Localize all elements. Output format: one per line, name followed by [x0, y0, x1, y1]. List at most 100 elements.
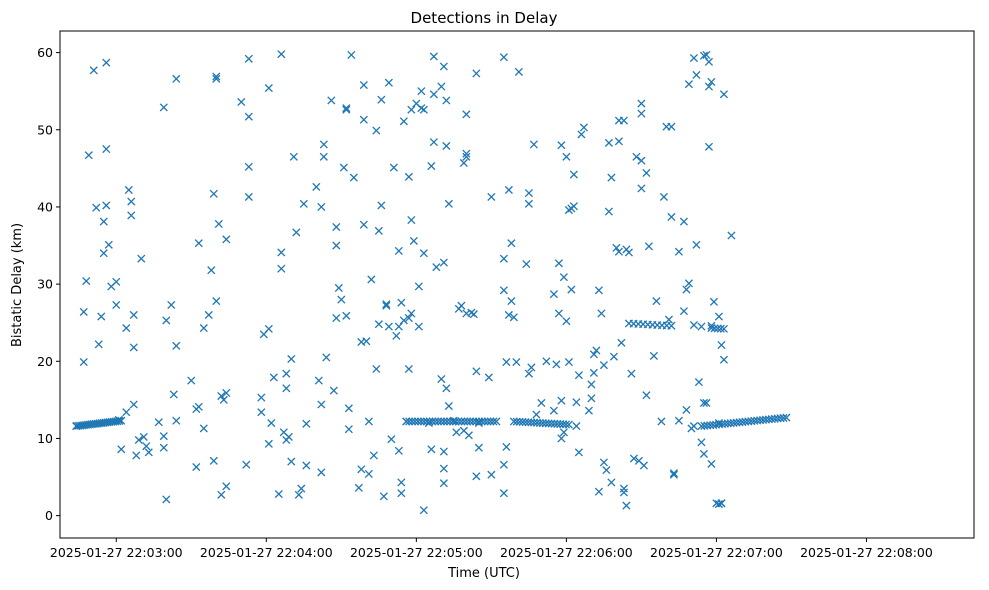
x-tick-label: 2025-01-27 22:04:00 — [200, 545, 333, 560]
data-point — [204, 310, 213, 320]
data-point — [689, 422, 698, 431]
data-point — [679, 217, 688, 226]
data-point — [124, 185, 133, 195]
data-point — [594, 286, 603, 295]
data-point — [84, 151, 93, 160]
track-point — [667, 321, 676, 330]
track-point — [489, 417, 498, 426]
data-point — [127, 211, 136, 220]
data-point — [569, 202, 578, 211]
track-point — [492, 417, 501, 426]
data-point — [372, 126, 381, 135]
data-point — [719, 355, 728, 364]
data-point — [159, 443, 168, 452]
track-point — [442, 417, 452, 426]
data-point — [194, 239, 203, 248]
data-point — [442, 141, 451, 151]
data-point — [437, 374, 446, 384]
data-point — [474, 443, 483, 452]
data-point — [599, 458, 608, 467]
data-point — [337, 295, 346, 304]
data-point — [112, 277, 121, 286]
data-point — [644, 242, 653, 251]
data-point — [599, 361, 608, 370]
data-point — [102, 145, 111, 154]
data-point — [377, 201, 386, 210]
x-tick-label: 2025-01-27 22:05:00 — [350, 545, 483, 560]
data-point — [194, 402, 203, 411]
data-point — [364, 417, 373, 426]
data-point — [269, 373, 278, 382]
data-point — [237, 97, 246, 107]
data-point — [682, 285, 691, 294]
y-axis-label: Bistatic Delay (km) — [10, 223, 25, 347]
data-point — [332, 314, 341, 323]
data-point — [129, 400, 138, 409]
data-point — [439, 258, 448, 267]
data-point — [557, 434, 566, 443]
data-point — [409, 236, 418, 245]
data-point — [427, 161, 436, 171]
data-point — [172, 341, 181, 350]
data-point — [589, 350, 598, 359]
data-point — [219, 395, 228, 404]
track-point — [486, 417, 495, 426]
data-point — [619, 488, 628, 497]
data-point — [382, 301, 391, 310]
data-point — [682, 405, 691, 414]
data-point — [649, 351, 658, 360]
data-point — [137, 254, 146, 263]
data-point — [549, 290, 558, 299]
data-point — [439, 464, 448, 473]
data-point — [169, 390, 178, 399]
data-point — [664, 315, 673, 324]
data-point — [319, 140, 328, 149]
data-point — [679, 307, 688, 316]
data-point — [344, 404, 353, 413]
track-point — [564, 420, 573, 429]
data-point — [619, 484, 628, 493]
data-point — [554, 259, 563, 268]
data-point — [707, 77, 716, 86]
data-point — [392, 331, 401, 340]
data-point — [652, 297, 661, 306]
data-point — [349, 173, 358, 182]
data-point — [379, 492, 388, 501]
data-point — [587, 394, 596, 403]
data-point — [294, 490, 303, 499]
data-point — [689, 53, 698, 63]
track-point — [466, 417, 475, 426]
data-point — [394, 322, 403, 331]
data-point — [472, 69, 481, 78]
data-point — [667, 212, 676, 222]
track-point — [469, 417, 478, 426]
track-point — [451, 417, 460, 426]
data-point — [502, 357, 511, 367]
data-point — [134, 435, 143, 445]
data-point — [607, 478, 616, 487]
data-point — [162, 495, 171, 504]
data-point — [114, 415, 123, 424]
track-point — [561, 420, 571, 429]
data-point — [414, 322, 423, 331]
data-point — [559, 428, 568, 437]
data-point — [459, 158, 468, 168]
data-point — [342, 311, 351, 320]
data-point — [384, 78, 393, 87]
data-point — [199, 424, 208, 433]
y-tick-label: 50 — [37, 122, 53, 137]
data-point — [442, 384, 451, 393]
data-point — [384, 322, 393, 331]
data-point — [214, 219, 223, 228]
data-point — [397, 298, 406, 307]
data-point — [439, 479, 448, 488]
data-point — [389, 163, 398, 172]
data-point — [614, 137, 623, 146]
data-point — [407, 216, 416, 225]
data-point — [172, 74, 181, 83]
data-point — [719, 90, 728, 99]
data-point — [167, 300, 176, 310]
data-point — [437, 82, 446, 91]
data-point — [222, 235, 231, 244]
x-tick-label: 2025-01-27 22:08:00 — [800, 545, 933, 560]
